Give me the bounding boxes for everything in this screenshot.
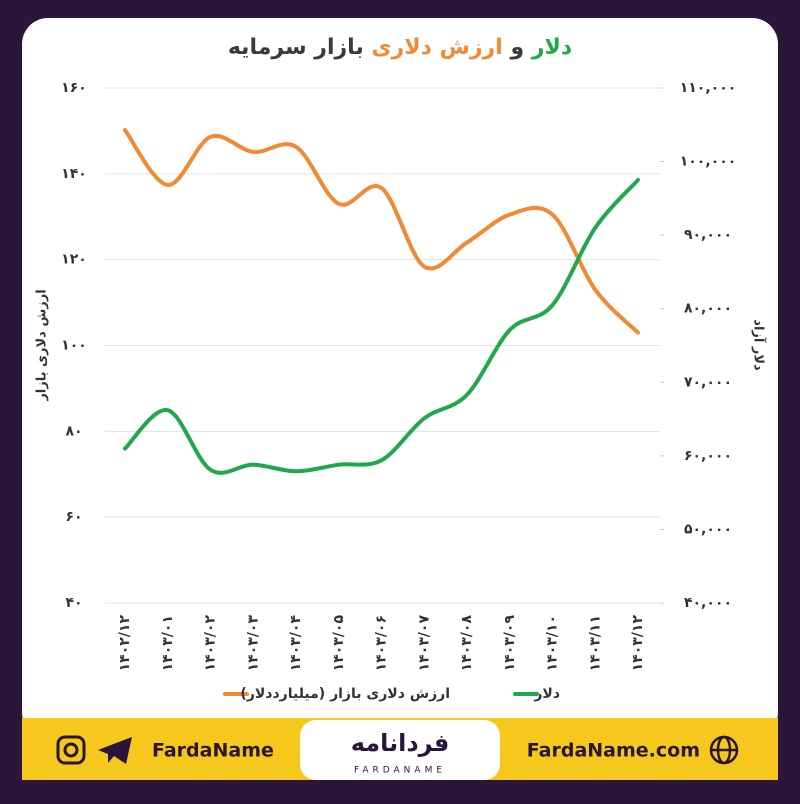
y-tick-label: ۸۰: [65, 423, 82, 439]
globe-icon[interactable]: [709, 735, 739, 765]
logo-box: [300, 720, 500, 780]
x-tick-label: ۱۴۰۳/۱۰: [545, 615, 561, 671]
y-tick-label: ۱۲۰: [61, 252, 87, 268]
x-tick-label: ۱۴۰۳/۱۱: [587, 615, 603, 671]
y2-tick-label: ۶۰,۰۰۰: [684, 448, 732, 464]
y2-tick-label: ۹۰,۰۰۰: [684, 227, 732, 243]
y2-tick-label: ۴۰,۰۰۰: [684, 595, 732, 611]
y2-tick-label: ۱۱۰,۰۰۰: [680, 80, 737, 96]
chart-title: دلار و ارزش دلاری بازار سرمایه: [228, 35, 572, 60]
title-segment: و: [509, 35, 524, 60]
y-axis-title: ارزش دلاری بازار: [35, 289, 50, 401]
y2-tick-label: ۸۰,۰۰۰: [684, 301, 732, 317]
line-series: [123, 128, 640, 335]
y-tick-label: ۱۰۰: [61, 338, 87, 354]
y-tick-label: ۶۰: [65, 509, 82, 525]
title-segment: بازار سرمایه: [228, 35, 364, 60]
logo: فردانامه: [351, 729, 450, 757]
x-tick-label: ۱۴۰۳/۰۷: [416, 615, 432, 672]
y-tick-label: ۱۴۰: [61, 166, 87, 182]
x-tick-label: ۱۴۰۳/۰۲: [203, 615, 219, 672]
y-tick-label: ۴۰: [65, 595, 82, 611]
y2-tick-label: ۷۰,۰۰۰: [684, 374, 732, 390]
x-tick-label: ۱۴۰۳/۰۱: [160, 615, 176, 671]
line-series: [123, 177, 640, 475]
instagram-icon[interactable]: [56, 735, 86, 765]
x-tick-label: ۱۴۰۳/۰۶: [374, 615, 390, 671]
x-tick-label: ۱۴۰۳/۱۲: [630, 615, 646, 672]
x-tick-label: ۱۴۰۳/۰۳: [245, 615, 261, 672]
footer-edge: [22, 780, 778, 800]
logo-sub: FARDANAME: [354, 766, 446, 776]
y2-tick-label: ۱۰۰,۰۰۰: [680, 154, 737, 170]
title-segment: دلار: [531, 35, 572, 60]
y-tick-label: ۱۶۰: [61, 80, 87, 96]
y2-axis-title: دلار آزاد: [751, 319, 768, 371]
website[interactable]: FardaName.com: [527, 740, 700, 762]
y2-tick-label: ۵۰,۰۰۰: [684, 521, 732, 537]
telegram-icon[interactable]: [98, 737, 132, 764]
x-tick-label: ۱۴۰۳/۰۹: [502, 615, 518, 672]
card: [22, 18, 778, 738]
x-tick-label: ۱۴۰۲/۱۲: [117, 615, 133, 672]
x-tick-label: ۱۴۰۳/۰۴: [288, 615, 304, 672]
social-handle[interactable]: FardaName: [152, 740, 274, 762]
legend-label: ارزش دلاری بازار (میلیارددلار): [240, 686, 450, 702]
x-tick-label: ۱۴۰۳/۰۵: [331, 615, 347, 672]
x-tick-label: ۱۴۰۳/۰۸: [459, 615, 475, 672]
legend-label: دلار: [533, 686, 560, 702]
title-segment: ارزش دلاری: [371, 35, 502, 60]
